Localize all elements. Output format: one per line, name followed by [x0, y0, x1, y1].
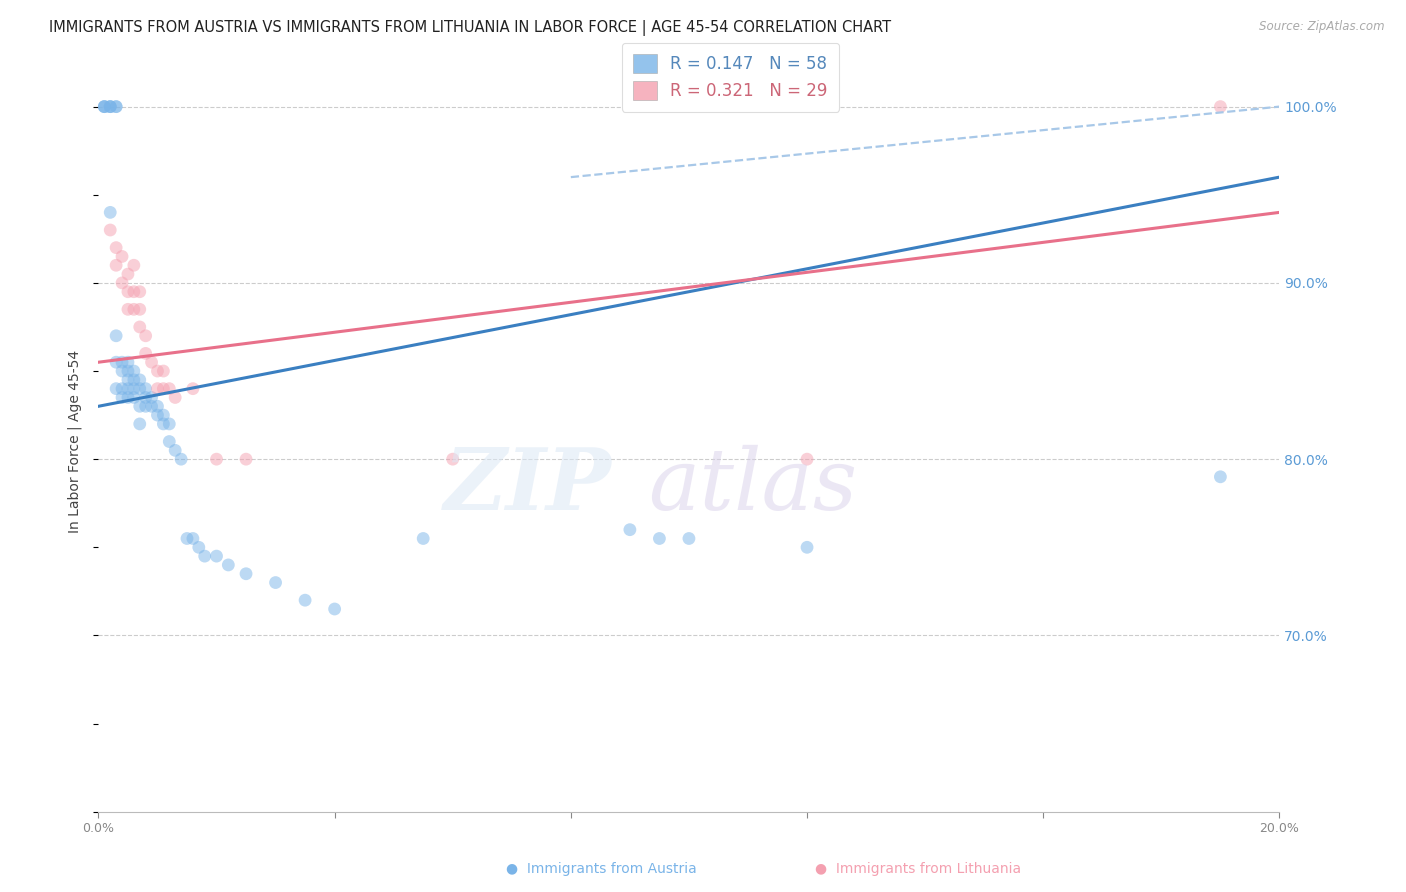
Point: [141, 355, 163, 369]
Point: [122, 302, 145, 317]
Point: [217, 558, 239, 572]
Point: [205, 549, 228, 563]
Point: [128, 373, 150, 387]
Point: [128, 302, 150, 317]
Point: [122, 364, 145, 378]
Point: [152, 382, 174, 396]
Text: IMMIGRANTS FROM AUSTRIA VS IMMIGRANTS FROM LITHUANIA IN LABOR FORCE | AGE 45-54 : IMMIGRANTS FROM AUSTRIA VS IMMIGRANTS FR…: [49, 20, 891, 36]
Point: [187, 541, 209, 555]
Point: [181, 532, 204, 546]
Point: [105, 100, 128, 114]
Point: [1209, 100, 1232, 114]
Point: [141, 391, 163, 405]
Point: [105, 382, 128, 396]
Y-axis label: In Labor Force | Age 45-54: In Labor Force | Age 45-54: [67, 350, 83, 533]
Point: [105, 100, 128, 114]
Point: [111, 364, 134, 378]
Point: [111, 382, 134, 396]
Point: [117, 285, 139, 299]
Point: [93, 100, 115, 114]
Point: [235, 566, 257, 581]
Point: [170, 452, 193, 467]
Point: [122, 258, 145, 272]
Point: [111, 391, 134, 405]
Point: [165, 391, 187, 405]
Point: [152, 408, 174, 422]
Point: [128, 399, 150, 413]
Point: [165, 443, 187, 458]
Point: [122, 382, 145, 396]
Point: [105, 241, 128, 255]
Point: [98, 223, 121, 237]
Point: [135, 346, 157, 360]
Text: ZIP: ZIP: [444, 444, 612, 528]
Point: [796, 541, 818, 555]
Point: [181, 382, 204, 396]
Point: [146, 399, 169, 413]
Point: [235, 452, 257, 467]
Point: [619, 523, 641, 537]
Point: [146, 382, 169, 396]
Point: [146, 364, 169, 378]
Point: [194, 549, 217, 563]
Point: [98, 100, 121, 114]
Point: [117, 391, 139, 405]
Point: [141, 399, 163, 413]
Point: [122, 373, 145, 387]
Point: [678, 532, 700, 546]
Point: [122, 391, 145, 405]
Point: [93, 100, 115, 114]
Point: [1209, 470, 1232, 484]
Point: [117, 355, 139, 369]
Point: [122, 285, 145, 299]
Point: [98, 100, 121, 114]
Point: [796, 452, 818, 467]
Point: [648, 532, 671, 546]
Point: [205, 452, 228, 467]
Point: [176, 532, 198, 546]
Point: [157, 434, 180, 449]
Text: atlas: atlas: [648, 444, 856, 527]
Point: [152, 364, 174, 378]
Point: [146, 408, 169, 422]
Point: [157, 417, 180, 431]
Point: [323, 602, 346, 616]
Point: [105, 258, 128, 272]
Point: [98, 100, 121, 114]
Point: [117, 267, 139, 281]
Point: [135, 399, 157, 413]
Point: [128, 320, 150, 334]
Point: [128, 382, 150, 396]
Point: [111, 276, 134, 290]
Point: [117, 382, 139, 396]
Point: [135, 328, 157, 343]
Point: [135, 391, 157, 405]
Point: [117, 364, 139, 378]
Point: [111, 249, 134, 263]
Point: [157, 382, 180, 396]
Text: Source: ZipAtlas.com: Source: ZipAtlas.com: [1260, 20, 1385, 33]
Point: [117, 302, 139, 317]
Point: [294, 593, 316, 607]
Point: [128, 417, 150, 431]
Point: [128, 285, 150, 299]
Point: [441, 452, 464, 467]
Point: [412, 532, 434, 546]
Text: ●  Immigrants from Austria: ● Immigrants from Austria: [506, 862, 697, 876]
Legend: R = 0.147   N = 58, R = 0.321   N = 29: R = 0.147 N = 58, R = 0.321 N = 29: [621, 43, 839, 112]
Point: [105, 328, 128, 343]
Point: [152, 417, 174, 431]
Point: [111, 355, 134, 369]
Point: [264, 575, 287, 590]
Point: [117, 373, 139, 387]
Text: ●  Immigrants from Lithuania: ● Immigrants from Lithuania: [815, 862, 1022, 876]
Point: [93, 100, 115, 114]
Point: [98, 205, 121, 219]
Point: [105, 355, 128, 369]
Point: [135, 382, 157, 396]
